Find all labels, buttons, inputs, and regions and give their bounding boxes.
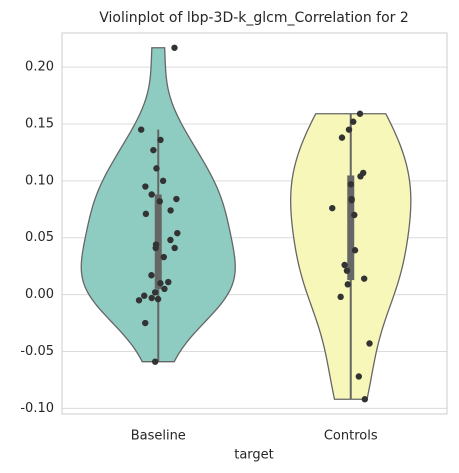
- y-tick-label: 0.10: [25, 173, 54, 188]
- strip-point: [153, 165, 160, 172]
- plot-frame: [61, 32, 448, 415]
- strip-point: [151, 289, 159, 296]
- strip-point: [366, 340, 373, 347]
- strip-point: [356, 110, 364, 117]
- y-tick-label: -0.10: [20, 401, 54, 416]
- strip-point: [345, 126, 353, 133]
- y-tick-label: -0.05: [20, 344, 54, 359]
- strip-point: [337, 293, 344, 301]
- strip-point: [151, 358, 159, 365]
- strip-point: [135, 297, 143, 304]
- strip-point: [351, 211, 358, 219]
- y-tick-label: 0.00: [25, 287, 54, 302]
- strip-point: [341, 261, 348, 269]
- x-tick-label: Controls: [324, 429, 378, 444]
- strip-point: [338, 134, 346, 141]
- strip-point: [174, 229, 181, 237]
- strip-point: [142, 183, 149, 190]
- strip-point: [343, 267, 351, 274]
- strip-point: [171, 244, 178, 252]
- strip-point: [142, 210, 150, 218]
- strip-point: [329, 204, 336, 212]
- y-tick-label: 0.05: [25, 230, 54, 245]
- strip-point: [154, 295, 162, 303]
- strip-point: [361, 396, 369, 403]
- strip-point: [167, 236, 174, 244]
- strip-point: [148, 272, 155, 279]
- strip-point: [344, 281, 351, 288]
- strip-point: [173, 195, 180, 203]
- strip-point: [160, 253, 168, 261]
- strip-point: [347, 181, 355, 188]
- chart-title: Violinplot of lbp-3D-k_glcm_Correlation …: [99, 10, 409, 26]
- strip-point: [141, 292, 148, 299]
- box: [347, 175, 355, 281]
- strip-point: [156, 198, 163, 205]
- strip-point: [171, 44, 178, 51]
- strip-point: [159, 177, 167, 185]
- strip-point: [167, 207, 174, 214]
- strip-point: [150, 146, 157, 154]
- strip-point: [157, 136, 164, 144]
- strip-point: [360, 275, 368, 282]
- y-tick-label: 0.15: [25, 116, 54, 131]
- strip-point: [357, 173, 364, 180]
- strip-point: [152, 244, 159, 252]
- strip-point: [355, 373, 363, 380]
- strip-point: [148, 191, 155, 198]
- strip-point: [351, 247, 359, 254]
- strip-point: [138, 126, 145, 133]
- box: [154, 194, 162, 289]
- strip-point: [142, 319, 149, 327]
- strip-point: [348, 195, 355, 203]
- strip-point: [350, 118, 357, 125]
- x-tick-label: Baseline: [131, 429, 186, 444]
- strip-point: [157, 280, 164, 287]
- strip-point: [165, 278, 172, 286]
- y-tick-label: 0.20: [25, 60, 54, 75]
- x-axis-label: target: [234, 448, 274, 463]
- strip-point: [148, 294, 155, 302]
- strip-point: [161, 285, 168, 293]
